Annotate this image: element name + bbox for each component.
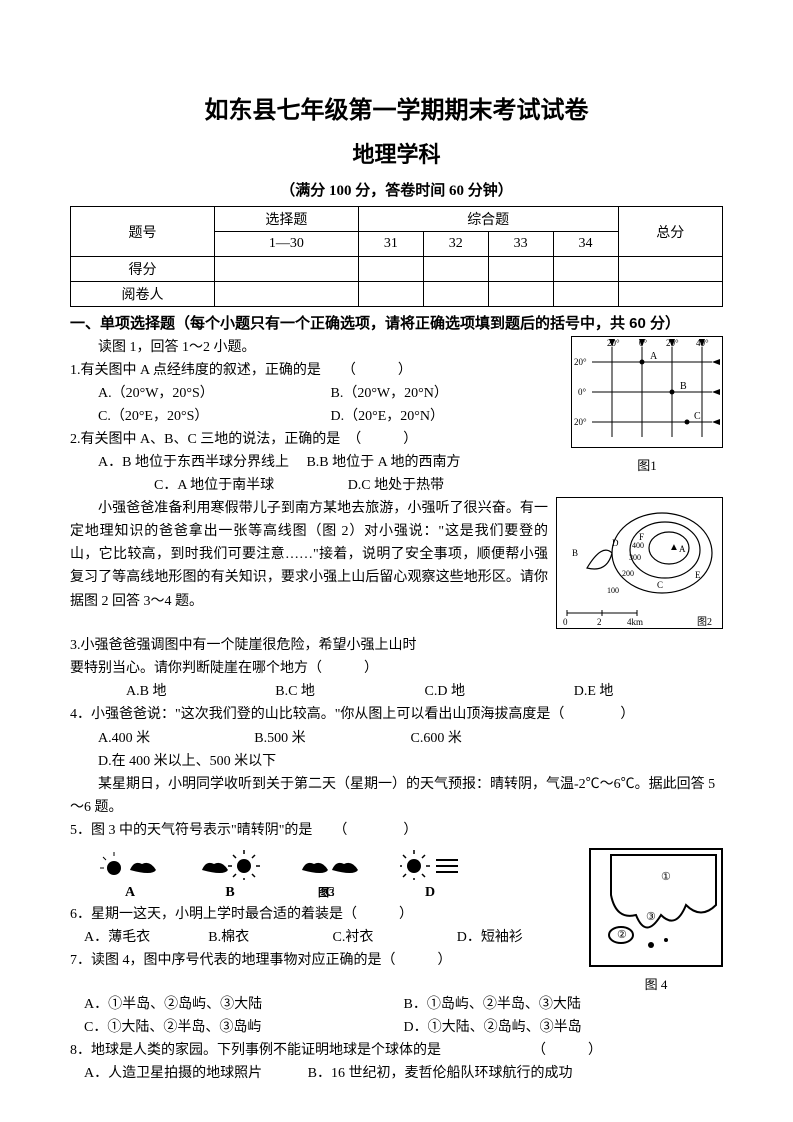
weather-c-icon xyxy=(300,850,360,880)
fig1-caption: 图1 xyxy=(571,455,723,474)
weather-b: B xyxy=(200,885,260,901)
svg-text:300: 300 xyxy=(629,553,641,562)
q7-c: C．①大陆、②半岛、③岛屿 xyxy=(84,1016,404,1039)
svg-text:①: ① xyxy=(661,871,671,883)
q3-b: B.C 地 xyxy=(275,680,424,703)
q7-d: D．①大陆、②岛屿、③半岛 xyxy=(404,1016,724,1039)
svg-text:②: ② xyxy=(617,929,627,941)
svg-text:C: C xyxy=(694,411,701,422)
th-choice: 选择题 xyxy=(214,207,358,232)
exam-meta: （满分 100 分，答卷时间 60 分钟） xyxy=(70,179,723,200)
q7-a: A．①半岛、②岛屿、③大陆 xyxy=(84,993,404,1016)
svg-text:20°: 20° xyxy=(574,417,587,427)
th-num: 题号 xyxy=(71,207,215,257)
svg-text:0°: 0° xyxy=(578,387,587,397)
svg-text:B: B xyxy=(680,381,687,392)
col-32: 32 xyxy=(423,232,488,257)
q2-b: B.B 地位于 A 地的西南方 xyxy=(306,455,460,470)
q6-stem: 6．星期一这天，小明上学时最合适的着装是（ ） xyxy=(70,903,581,926)
q1-b: B.（20°W，20°N） xyxy=(331,382,564,405)
svg-text:40°: 40° xyxy=(696,338,709,348)
svg-text:0°: 0° xyxy=(639,338,648,348)
col-31: 31 xyxy=(358,232,423,257)
q3-d: D.E 地 xyxy=(574,680,723,703)
page-title: 如东县七年级第一学期期末考试试卷 xyxy=(70,90,723,125)
weather-d: D xyxy=(400,885,460,901)
q8-b: B．16 世纪初，麦哲伦船队环球航行的成功 xyxy=(308,1066,573,1081)
th-total: 总分 xyxy=(618,207,723,257)
q3-stem-a: 3.小强爸爸强调图中有一个陡崖很危险，希望小强上山时 xyxy=(70,634,723,657)
score-table: 题号 选择题 综合题 总分 1—30 31 32 33 34 得分 阅卷人 xyxy=(70,206,723,307)
q4-c: C.600 米 xyxy=(411,727,567,750)
figure-2: ▲ A B D F E C 400 300 200 100 0 2 4km 图2 xyxy=(556,497,723,634)
svg-text:③: ③ xyxy=(646,911,656,923)
svg-text:100: 100 xyxy=(607,586,619,595)
fig3-caption: 图3 xyxy=(318,884,335,900)
svg-text:A: A xyxy=(650,351,658,362)
q3-c: C.D 地 xyxy=(425,680,574,703)
svg-text:20°: 20° xyxy=(574,357,587,367)
q6-b: B.棉衣 xyxy=(208,926,332,949)
col-1-30: 1—30 xyxy=(214,232,358,257)
intro-1: 读图 1，回答 1～2 小题。 xyxy=(70,336,563,359)
q4-a: A.400 米 xyxy=(98,727,254,750)
svg-text:C: C xyxy=(657,580,663,590)
svg-text:B: B xyxy=(572,548,578,558)
svg-text:400: 400 xyxy=(632,541,644,550)
q1-stem: 1.有关图中 A 点经纬度的叙述，正确的是 （ ） xyxy=(70,359,563,382)
svg-text:D: D xyxy=(612,538,619,548)
svg-text:20°: 20° xyxy=(666,338,679,348)
q2-d: D.C 地处于热带 xyxy=(348,478,444,493)
weather-b-icon xyxy=(200,850,260,880)
q2-stem: 2.有关图中 A、B、C 三地的说法，正确的是 （ ） xyxy=(70,428,563,451)
q4-d: D.在 400 米以上、500 米以下 xyxy=(98,750,276,773)
q4-stem: 4．小强爸爸说："这次我们登的山比较高。"你从图上可以看出山顶海拔高度是（ ） xyxy=(70,703,723,726)
q1-d: D.（20°E，20°N） xyxy=(331,405,564,428)
svg-text:4km: 4km xyxy=(627,617,643,627)
svg-text:0: 0 xyxy=(563,617,568,627)
svg-text:A: A xyxy=(679,544,686,554)
q6-d: D．短袖衫 xyxy=(457,926,581,949)
figure-4: ① ② ③ 图 4 xyxy=(589,848,723,993)
svg-text:图2: 图2 xyxy=(697,616,712,628)
weather-d-icon xyxy=(400,850,460,880)
svg-text:E: E xyxy=(695,570,701,580)
q7-b: B．①岛屿、②半岛、③大陆 xyxy=(404,993,724,1016)
q1-c: C.（20°E，20°S） xyxy=(98,405,331,428)
weather-a-icon xyxy=(100,850,160,880)
weather-options: A B 图3 C xyxy=(100,850,581,901)
q5-stem: 5．图 3 中的天气符号表示"晴转阴"的是 （ ） xyxy=(70,819,723,842)
col-34: 34 xyxy=(553,232,618,257)
q7-stem: 7．读图 4，图中序号代表的地理事物对应正确的是（ ） xyxy=(70,949,581,972)
intro-2: 小强爸爸准备利用寒假带儿子到南方某地去旅游，小强听了很兴奋。有一定地理知识的爸爸… xyxy=(70,497,548,612)
q4-b: B.500 米 xyxy=(254,727,410,750)
q6-c: C.衬衣 xyxy=(333,926,457,949)
q3-stem-b: 要特别当心。请你判断陡崖在哪个地方（ ） xyxy=(70,657,723,680)
th-comp: 综合题 xyxy=(358,207,618,232)
svg-text:▲: ▲ xyxy=(669,542,679,553)
q8-stem: 8．地球是人类的家园。下列事例不能证明地球是个球体的是 （ ） xyxy=(70,1039,723,1062)
figure-1: A B C 20° 0° 20° 40° 20° 0° 20° 图1 xyxy=(571,336,723,474)
svg-text:2: 2 xyxy=(597,617,602,627)
col-33: 33 xyxy=(488,232,553,257)
svg-text:200: 200 xyxy=(622,569,634,578)
intro-3: 某星期日，小明同学收听到关于第二天（星期一）的天气预报：晴转阴，气温-2℃～6℃… xyxy=(70,773,723,819)
q2-c: C．A 地位于南半球 xyxy=(154,478,274,493)
weather-a: A xyxy=(100,885,160,901)
fig4-caption: 图 4 xyxy=(589,974,723,993)
row-marker: 阅卷人 xyxy=(71,282,215,307)
q3-a: A.B 地 xyxy=(126,680,275,703)
q2-a: A．B 地位于东西半球分界线上 xyxy=(98,455,289,470)
subject-title: 地理学科 xyxy=(70,137,723,169)
section-1-heading: 一、单项选择题（每个小题只有一个正确选项，请将正确选项填到题后的括号中，共 60… xyxy=(70,313,723,336)
q8-a: A．人造卫星拍摄的地球照片 xyxy=(84,1066,262,1081)
svg-text:20°: 20° xyxy=(607,338,620,348)
q6-a: A．薄毛衣 xyxy=(84,926,208,949)
row-score: 得分 xyxy=(71,257,215,282)
q1-a: A.（20°W，20°S） xyxy=(98,382,331,405)
